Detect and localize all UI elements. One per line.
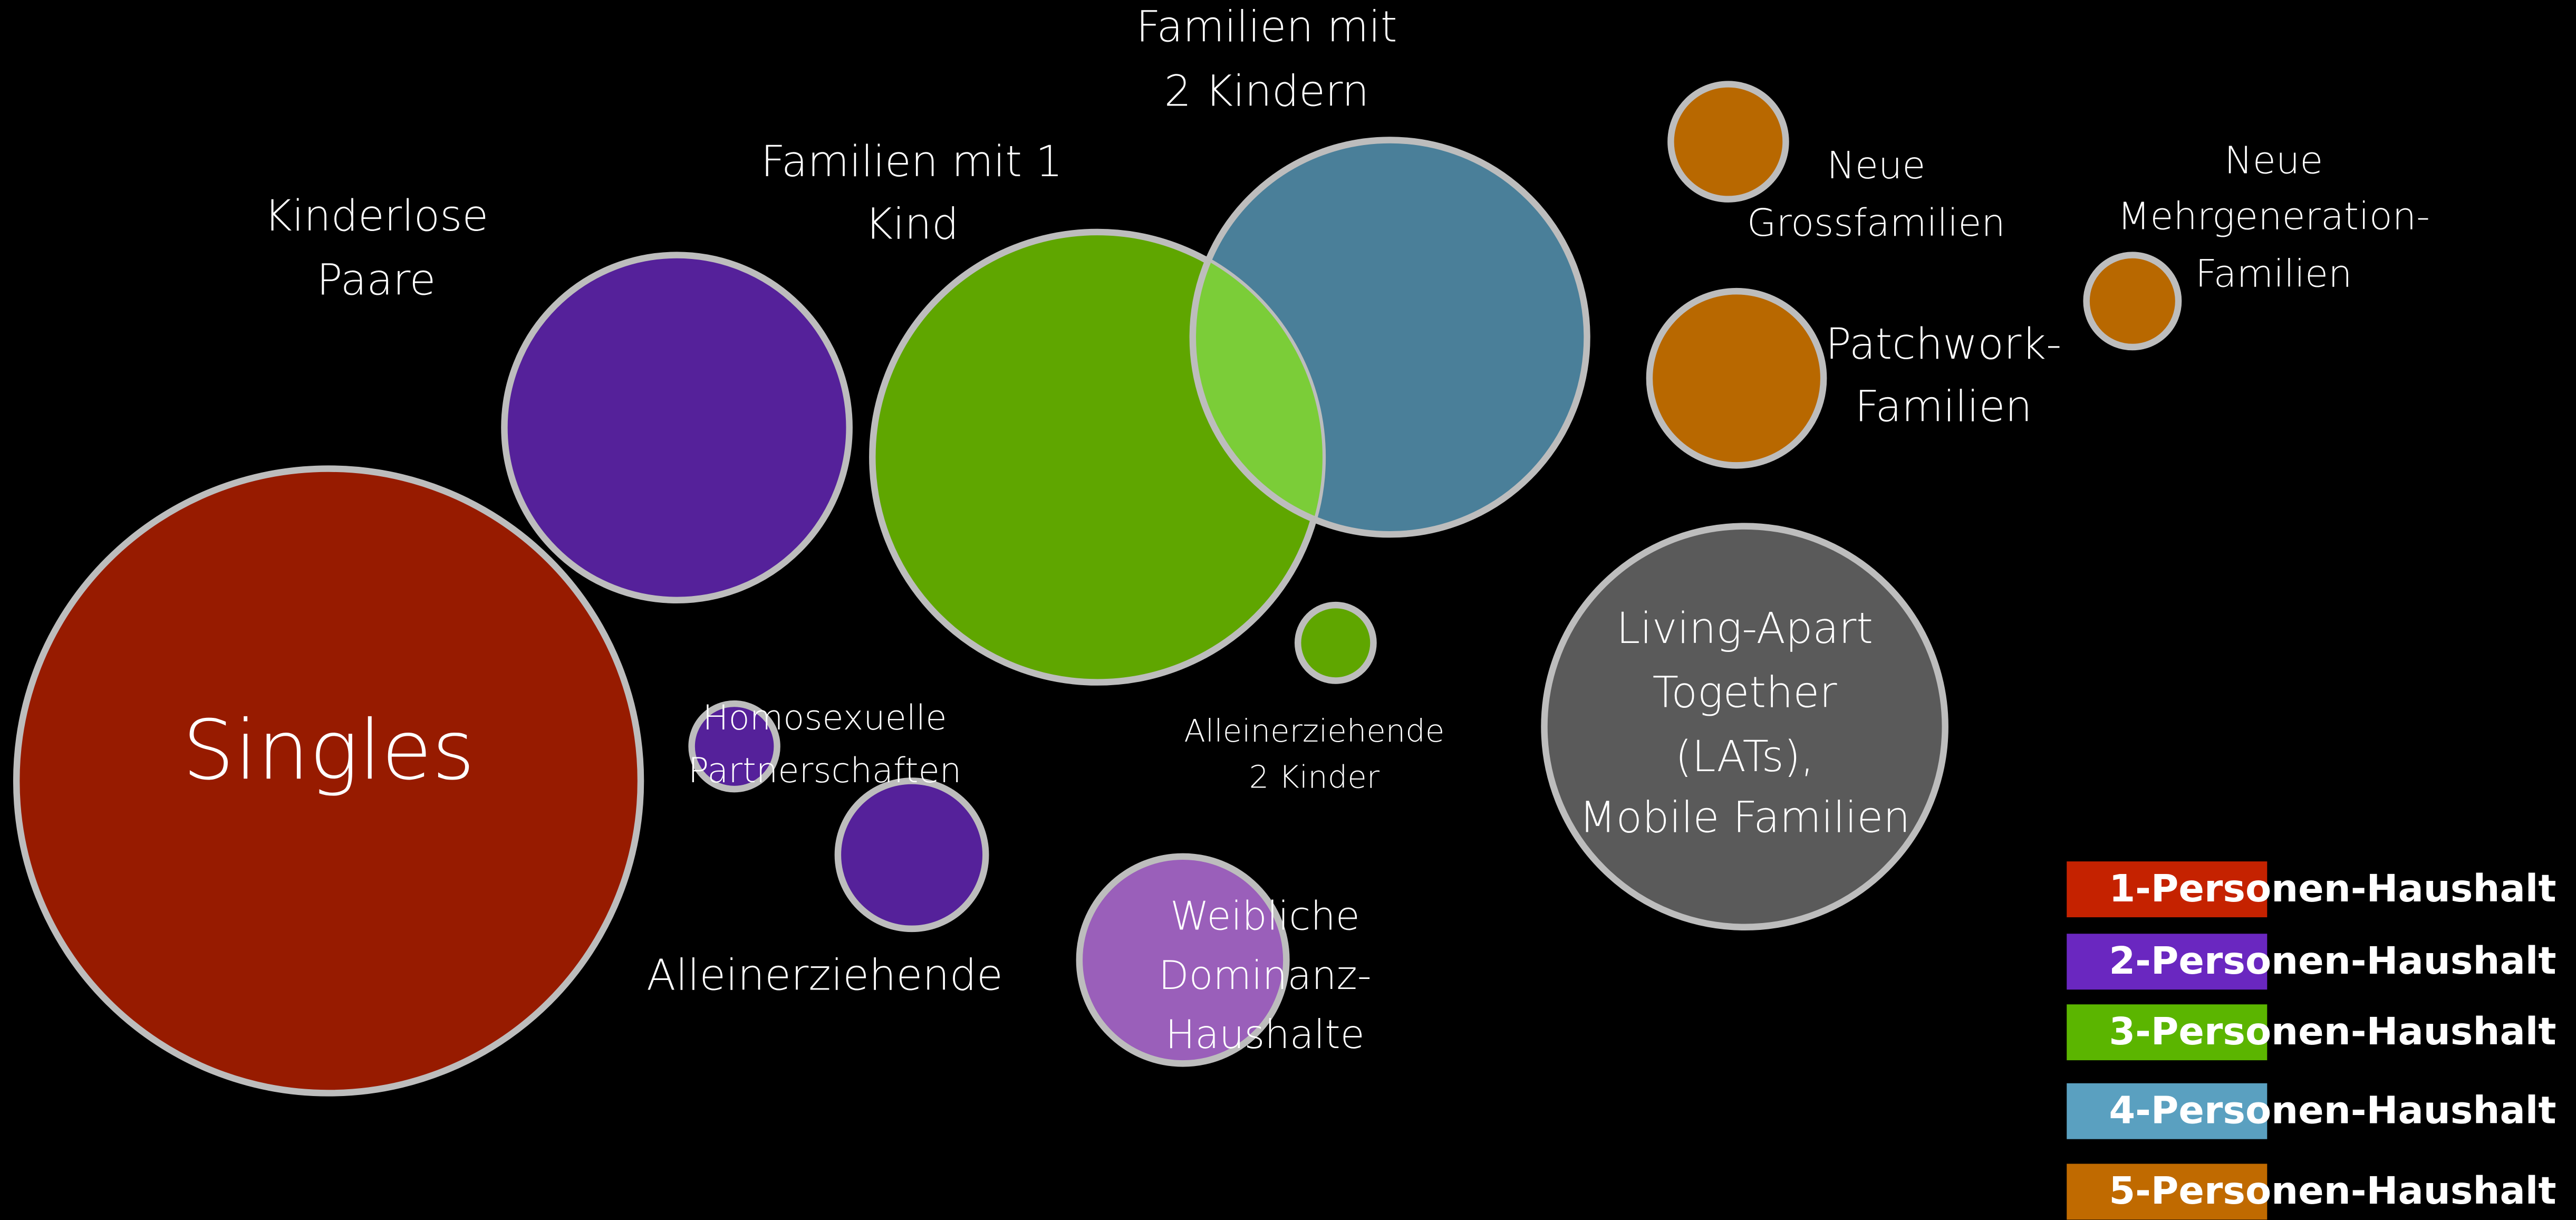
legend-text: 1-Personen-Haushalt <box>2109 866 2556 910</box>
bubble <box>1667 81 1789 203</box>
bubble <box>1294 601 1377 684</box>
bubble <box>2083 252 2182 351</box>
bubble-label: 2 Kindern <box>1164 66 1369 116</box>
bubble-label: (LATs), <box>1675 732 1814 782</box>
bubble <box>13 465 644 1097</box>
legend-text: 5-Personen-Haushalt <box>2109 1168 2556 1213</box>
bubble-label: Neue <box>2224 138 2323 182</box>
bubble-label: Neue <box>1827 143 1925 187</box>
legend-swatch <box>2067 1164 2268 1220</box>
bubble <box>1541 523 1948 931</box>
bubble <box>688 700 780 793</box>
legend-swatch <box>2067 861 2268 918</box>
bubble-label: Partnerschaften <box>688 751 961 791</box>
bubble-label: Dominanz- <box>1159 953 1372 998</box>
bubble-label: Weibliche <box>1170 894 1360 939</box>
bubble-label: Kinderlose <box>264 191 489 241</box>
bubble-label: Familien mit <box>1136 3 1397 52</box>
legend-swatch <box>2067 1083 2268 1139</box>
legend-text: 2-Personen-Haushalt <box>2109 938 2556 983</box>
bubble <box>1076 853 1290 1067</box>
bubble-label: Familien mit 1 <box>761 137 1063 187</box>
bubble-label: Alleinerziehende <box>647 950 1003 1000</box>
bubble-label: Mobile Familien <box>1579 793 1911 842</box>
legend-swatch <box>2067 934 2268 990</box>
bubble <box>1646 287 1827 469</box>
bubble-label: Together <box>1653 668 1838 718</box>
bubble-label: Familien <box>1855 382 2032 431</box>
bubble-label: Singles <box>182 702 475 798</box>
bubble-label: Mehrgeneration- <box>2118 194 2430 238</box>
bubble-label: Patchwork- <box>1826 320 2062 369</box>
bubble-label: Paare <box>317 256 436 305</box>
bubble-label: Haushalte <box>1165 1012 1365 1058</box>
bubble-label: Homosexuelle <box>702 698 947 738</box>
bubble-label: Familien <box>2195 252 2352 296</box>
bubble-label: 2 Kinder <box>1249 758 1380 795</box>
bubble-label: Living-Apart <box>1616 604 1873 654</box>
legend-swatch <box>2067 1004 2268 1061</box>
legend-text: 4-Personen-Haushalt <box>2109 1088 2556 1132</box>
bubble <box>501 252 853 604</box>
bubble-label: Kind <box>865 200 959 249</box>
bubble-label: Alleinerziehende <box>1184 713 1444 749</box>
bubble <box>834 777 989 933</box>
bubble-label: Grossfamilien <box>1747 200 2005 245</box>
legend-text: 3-Personen-Haushalt <box>2109 1009 2556 1053</box>
